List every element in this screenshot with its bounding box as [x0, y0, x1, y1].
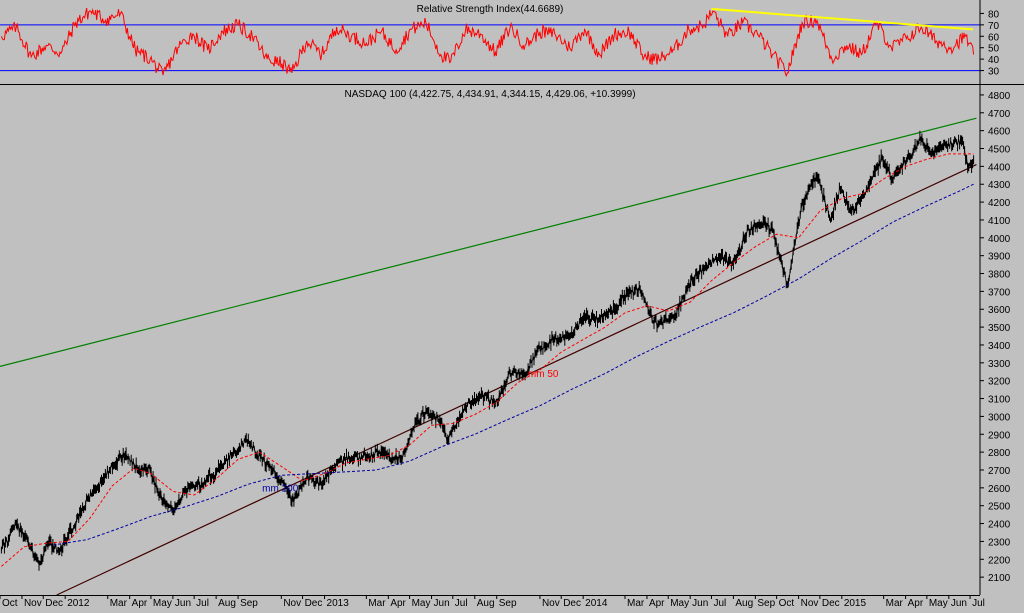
price-x-tick-label: Sep [499, 598, 517, 608]
price-x-tick-label: Apr [390, 598, 406, 608]
price-x-tick-label: Sep [757, 598, 775, 608]
price-y-tick-label: 3700 [988, 287, 1011, 298]
price-x-tick-label: 2015 [844, 598, 867, 608]
price-y-tick-label: 2300 [988, 537, 1011, 548]
price-x-tick-label: Jul [455, 598, 468, 608]
price-title: NASDAQ 100 (4,422.75, 4,434.91, 4,344.15… [344, 89, 635, 100]
price-x-tick-label: May [153, 598, 172, 608]
price-x-tick-label: Apr [908, 598, 924, 608]
price-x-tick-label: Dec [822, 598, 840, 608]
price-x-tick-label: Nov [542, 598, 560, 608]
price-x-tick-label: Dec [305, 598, 323, 608]
rsi-line [0, 7, 975, 78]
price-x-tick-label: 2012 [67, 598, 90, 608]
price-y-tick-label: 4500 [988, 145, 1011, 156]
price-x-tick-label: May [412, 598, 431, 608]
price-y-tick-label: 4300 [988, 180, 1011, 191]
price-x-tick-label: Mar [110, 598, 128, 608]
price-y-tick-label: 3400 [988, 341, 1011, 352]
price-y-ticks: 2100 2200 2300 2400 2500 2600 2700 2800 2900 3000… [980, 91, 1011, 584]
price-x-tick-label: Jun [175, 598, 191, 608]
price-y-tick-label: 4000 [988, 234, 1011, 245]
price-annotations: mm 50 mm 200 [262, 369, 559, 494]
price-x-tick-label: Mar [886, 598, 904, 608]
price-y-tick-label: 2700 [988, 466, 1011, 477]
rsi-y-tick-label: 50 [988, 44, 1000, 55]
price-y-tick-label: 2200 [988, 555, 1011, 566]
price-trendlines [0, 117, 977, 596]
moving-average-label: mm 50 [528, 369, 559, 380]
price-x-tick-label: Jun [692, 598, 708, 608]
price-y-tick-label: 4700 [988, 109, 1011, 120]
price-y-tick-label: 3000 [988, 412, 1011, 423]
price-x-tick-label: Nov [801, 598, 819, 608]
price-x-tick-label: Sep [240, 598, 258, 608]
price-x-tick-label: Nov [24, 598, 42, 608]
rsi-y-tick-label: 80 [988, 9, 1000, 20]
moving-average-label: mm 200 [262, 483, 299, 494]
rsi-trendline [711, 7, 973, 31]
price-x-tick-label: Jul [713, 598, 726, 608]
price-y-tick-label: 4200 [988, 198, 1011, 209]
rsi-series [0, 7, 975, 78]
price-y-tick-label: 2100 [988, 573, 1011, 584]
price-x-tick-label: Aug [218, 598, 236, 608]
price-series [0, 130, 975, 571]
price-x-tick-label: 2014 [585, 598, 608, 608]
price-x-tick-label: Oct [779, 598, 795, 608]
price-y-tick-label: 3100 [988, 395, 1011, 406]
price-y-tick-label: 2400 [988, 520, 1011, 531]
price-y-tick-label: 3200 [988, 377, 1011, 388]
price-x-tick-label: Dec [563, 598, 581, 608]
price-x-tick-label: Aug [735, 598, 753, 608]
price-x-tick-label: May [929, 598, 948, 608]
price-y-tick-label: 2900 [988, 430, 1011, 441]
rsi-y-tick-label: 30 [988, 67, 1000, 78]
price-y-tick-label: 4400 [988, 162, 1011, 173]
upper-trendline [0, 117, 977, 367]
price-y-tick-label: 3300 [988, 359, 1011, 370]
price-y-tick-label: 4100 [988, 216, 1011, 227]
price-x-tick-label: Aug [477, 598, 495, 608]
price-y-tick-label: 2600 [988, 484, 1011, 495]
price-x-tick-label: Dec [45, 598, 63, 608]
price-x-tick-label: 2013 [327, 598, 350, 608]
price-y-tick-label: 3900 [988, 252, 1011, 263]
price-panel: 2100 2200 2300 2400 2500 2600 2700 2800 2900 3000… [0, 86, 1011, 609]
price-x-tick-label: Jun [434, 598, 450, 608]
price-y-tick-label: 2800 [988, 448, 1011, 459]
price-x-tick-label: May [670, 598, 689, 608]
price-y-tick-label: 3600 [988, 305, 1011, 316]
price-x-tick-label: Apr [649, 598, 665, 608]
rsi-y-tick-label: 70 [988, 21, 1000, 32]
price-y-tick-label: 4600 [988, 127, 1011, 138]
rsi-y-tick-label: 40 [988, 55, 1000, 66]
rsi-y-tick-label: 60 [988, 32, 1000, 43]
price-x-tick-label: Nov [283, 598, 301, 608]
price-y-tick-label: 4800 [988, 91, 1011, 102]
rsi-trendline-line [711, 7, 973, 31]
price-x-tick-label: Jul [196, 598, 209, 608]
price-plot-area [0, 86, 980, 595]
price-bars [0, 130, 975, 571]
price-x-tick-label: Oct [2, 598, 18, 608]
price-x-tick-label: Jun [951, 598, 967, 608]
price-line [1, 136, 974, 566]
price-y-tick-label: 3800 [988, 270, 1011, 281]
price-x-tick-label: Jul [972, 598, 985, 608]
lower-trendline [56, 164, 977, 596]
price-x-tick-label: Apr [132, 598, 148, 608]
price-y-tick-label: 3500 [988, 323, 1011, 334]
price-x-tick-label: Mar [368, 598, 386, 608]
mm200-line [53, 183, 974, 546]
mm50-line [1, 153, 974, 567]
rsi-title: Relative Strength Index(44.6689) [417, 4, 564, 15]
price-x-ticks: Oct Nov Dec 2012 Mar Apr May Jun Jul Aug Sep Nov Dec… [0, 595, 985, 609]
price-y-tick-label: 2500 [988, 502, 1011, 513]
price-x-tick-label: Mar [627, 598, 645, 608]
